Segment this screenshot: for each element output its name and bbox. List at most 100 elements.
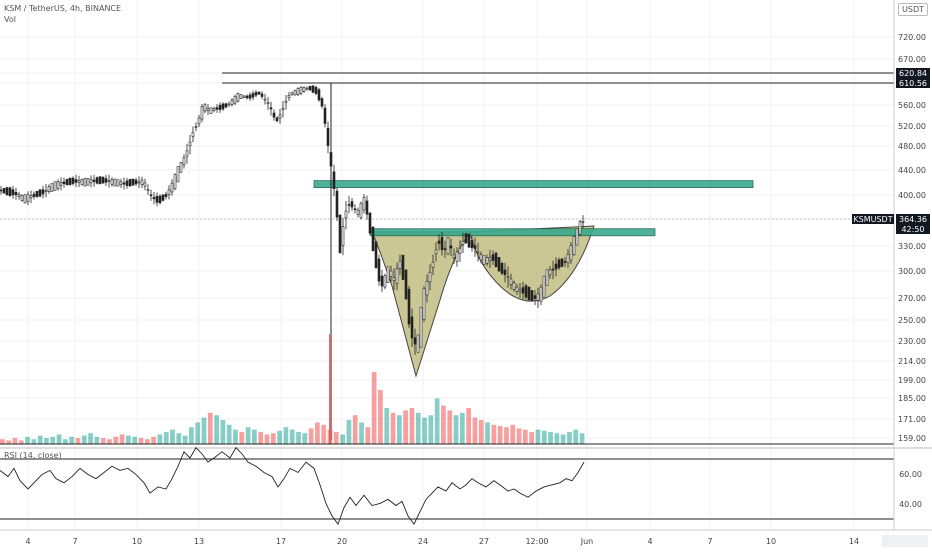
candle-body [557,259,561,268]
candle-body [401,254,405,280]
candle-body [575,228,579,246]
candle-body [47,186,51,192]
volume-bar [176,433,182,444]
candle-body [344,210,348,219]
candle-body [233,96,237,104]
resistance-lines [0,72,894,440]
candle-body [326,127,330,146]
candle-body [578,221,582,235]
candle-body [44,190,48,192]
candle-body [197,117,201,125]
candles [0,84,585,355]
volume-bars [0,334,894,445]
candle-body [101,176,105,184]
volume-bar [69,436,75,444]
candle-body [269,107,273,110]
candle-body [119,181,123,186]
time-axis-scroll [882,535,928,547]
time-tick-label: 12:00 [525,537,548,546]
volume-bar [296,432,301,444]
time-tick-label: 24 [418,537,428,546]
candle-body [11,189,15,196]
candle-body [536,293,540,301]
candle-body [218,104,222,110]
volume-bar [472,417,478,444]
candle-body [353,208,357,211]
volume-bar [516,428,522,444]
volume-bar [113,436,119,444]
volume-bar [422,417,427,444]
candle-body [95,177,99,184]
candle-body [194,126,198,128]
volume-bar [447,410,453,444]
volume-bar [264,434,270,444]
candle-body [281,107,285,110]
volume-bar [144,439,150,444]
candle-body [332,171,336,190]
candle-body [56,181,60,189]
volume-bar [107,439,112,444]
candle-body [128,179,132,187]
volume-bar [491,424,497,444]
candle-body [458,247,462,255]
candle-body [293,90,297,96]
candle-body [143,182,147,187]
quote-currency-badge[interactable]: USDT [898,3,928,16]
time-axis[interactable]: 4 7 10 13 17 20 24 27 12:00 Jun 4 7 10 14 [0,529,932,547]
volume-bar [94,436,100,444]
price-tag-label: 610.56 [899,79,927,88]
volume-bar [6,440,12,444]
candle-body [77,180,81,183]
candle-body [167,189,171,195]
price-tick-label: 480.00 [898,142,926,151]
candle-body [29,195,33,199]
time-tick-label: 17 [276,537,286,546]
volume-bar [31,439,37,444]
volume-bar [535,429,541,444]
candle-body [473,245,477,249]
candle-body [224,103,228,108]
candle-body [548,269,552,276]
candle-body [320,98,324,107]
volume-bar [510,424,516,444]
price-tick-label: 520.00 [898,122,926,131]
volume-bar [37,435,43,444]
candle-body [524,285,528,298]
candle-body [2,188,6,194]
candle-body [305,87,309,90]
volume-bar [245,427,251,444]
price-axis[interactable]: 720.00 670.00 560.00 520.00 480.00 440.00 400.… [893,0,926,530]
candle-body [476,251,480,254]
volume-bar [579,433,585,444]
candle-body [299,87,303,94]
candle-body [0,189,3,192]
volume-bar [541,430,547,444]
volume-bar [151,436,156,444]
candle-body [275,117,279,122]
candle-body [104,178,108,183]
candle-body [323,107,327,124]
candle-body [125,180,129,186]
candle-body [134,179,138,185]
price-tag-bg [896,68,930,78]
candle-body [122,182,126,185]
volume-bar [560,434,566,444]
candle-body [425,280,429,296]
candle-body [350,201,354,208]
candle-body [296,88,300,95]
candle-body [554,263,558,270]
candle-body [23,194,27,204]
candle-body [107,180,111,183]
volume-bar [415,412,421,444]
candle-body [398,260,402,269]
candle-body [65,178,69,186]
candle-body [341,226,345,246]
volume-bar [258,432,264,444]
candle-body [284,100,288,103]
candle-body [491,254,495,261]
candle-body [203,104,207,112]
candle-body [389,270,393,277]
candle-body [317,89,321,101]
